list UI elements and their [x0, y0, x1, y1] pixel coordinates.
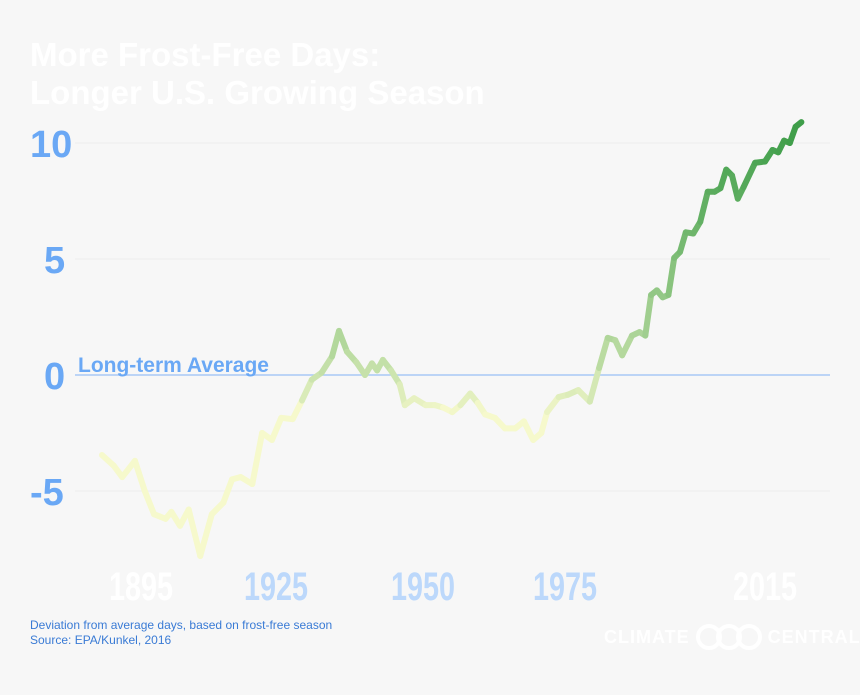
- series-line-segment: [642, 291, 655, 339]
- long-term-average-label: Long-term Average: [78, 354, 269, 377]
- logo-text-left: CLIMATE: [604, 626, 690, 647]
- logo-text-right: CENTRAL: [767, 626, 860, 647]
- series-line-segment: [665, 254, 678, 298]
- series-line-segment: [197, 511, 215, 559]
- series-line-segment: [520, 418, 537, 443]
- x-tick-label: 2015: [733, 564, 797, 609]
- series-line-segment: [268, 414, 285, 443]
- series-line-segment: [318, 353, 336, 376]
- series-line-segment: [586, 365, 603, 405]
- x-tick-label: 1950: [391, 564, 455, 609]
- footnote: Deviation from average days, based on fr…: [30, 618, 333, 632]
- source: Source: EPA/Kunkel, 2016: [30, 633, 172, 647]
- x-tick-label: 1895: [109, 564, 173, 609]
- series-line-segment: [697, 188, 711, 225]
- series-line-segment: [740, 159, 759, 191]
- series-line-segment: [131, 457, 148, 494]
- series-line-segment: [619, 332, 636, 359]
- series-line-segment: [544, 394, 562, 416]
- series-line-segment: [185, 506, 204, 559]
- y-tick-label: 10: [30, 124, 72, 166]
- title-line-2: Longer U.S. Growing Season: [30, 74, 485, 111]
- series-line-segment: [596, 334, 611, 372]
- title-line-1: More Frost-Free Days:: [30, 36, 381, 73]
- series-line-segment: [538, 409, 551, 436]
- logo-rings-icon: [695, 624, 762, 650]
- series-line-segment: [298, 376, 315, 404]
- series-line-segment: [289, 397, 305, 423]
- y-tick-label: 5: [44, 240, 65, 282]
- series-line-segment: [396, 381, 408, 409]
- series-line-segment: [792, 119, 805, 130]
- series-line-segment: [141, 488, 158, 518]
- series-line-segment: [677, 229, 689, 256]
- y-tick-label: -5: [30, 472, 64, 514]
- series-line-segment: [249, 430, 266, 488]
- x-tick-label: 1975: [533, 564, 597, 609]
- y-tick-label: 0: [44, 356, 65, 398]
- climate-central-logo: CLIMATE CENTRAL: [604, 624, 860, 650]
- x-tick-label: 1925: [244, 564, 308, 609]
- series-line-segment: [335, 327, 351, 355]
- series-line-segment: [220, 476, 236, 506]
- chart-title: More Frost-Free Days: Longer U.S. Growin…: [30, 36, 485, 112]
